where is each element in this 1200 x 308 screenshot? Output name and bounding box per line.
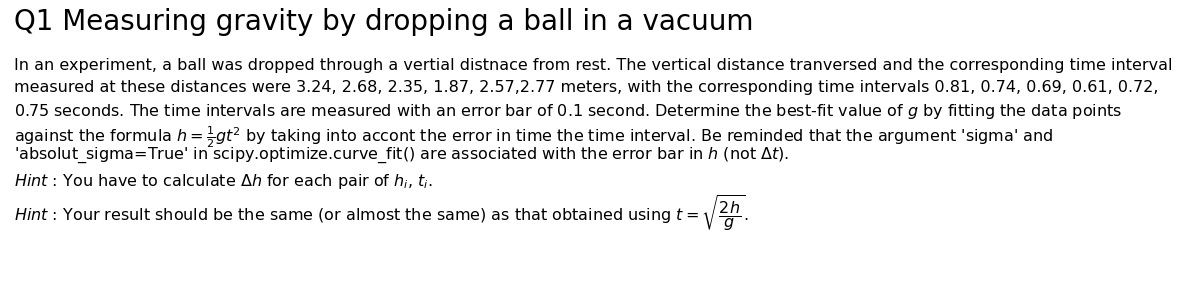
Text: In an experiment, a ball was dropped through a vertial distnace from rest. The v: In an experiment, a ball was dropped thr… — [14, 58, 1172, 73]
Text: $\mathit{Hint}$ : You have to calculate $\Delta h$ for each pair of $h_i$, $t_i$: $\mathit{Hint}$ : You have to calculate … — [14, 172, 433, 191]
Text: $\mathit{Hint}$ : Your result should be the same (or almost the same) as that ob: $\mathit{Hint}$ : Your result should be … — [14, 194, 749, 234]
Text: against the formula $h = \frac{1}{2}gt^2$ by taking into accont the error in tim: against the formula $h = \frac{1}{2}gt^2… — [14, 124, 1054, 150]
Text: 'absolut_sigma=True' in scipy.optimize.curve_fit() are associated with the error: 'absolut_sigma=True' in scipy.optimize.c… — [14, 146, 790, 165]
Text: 0.75 seconds. The time intervals are measured with an error bar of 0.1 second. D: 0.75 seconds. The time intervals are mea… — [14, 102, 1122, 121]
Text: measured at these distances were 3.24, 2.68, 2.35, 1.87, 2.57,2.77 meters, with : measured at these distances were 3.24, 2… — [14, 80, 1158, 95]
Text: Q1 Measuring gravity by dropping a ball in a vacuum: Q1 Measuring gravity by dropping a ball … — [14, 8, 754, 36]
